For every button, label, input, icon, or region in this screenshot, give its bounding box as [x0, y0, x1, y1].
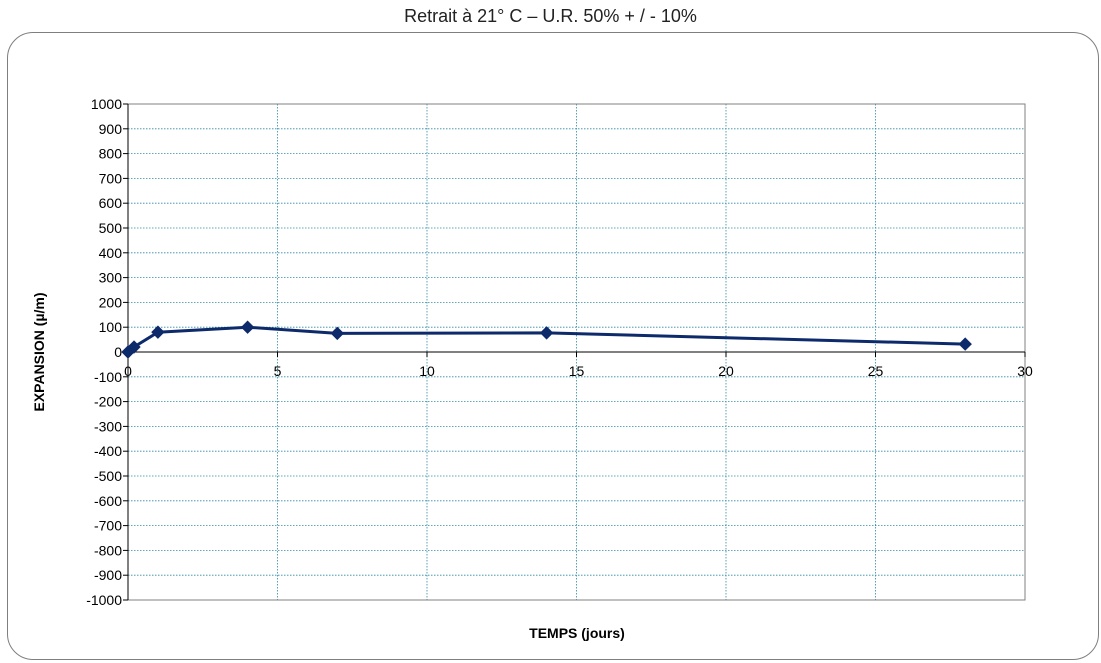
x-tick-label: 30: [1017, 363, 1033, 379]
y-tick-label: 100: [99, 319, 123, 335]
y-tick-label: 400: [99, 245, 123, 261]
y-tick-label: 700: [99, 170, 123, 186]
x-tick-label: 20: [718, 363, 734, 379]
data-point-marker: [539, 326, 554, 340]
data-point-marker: [127, 340, 141, 354]
y-tick-label: -700: [94, 518, 122, 534]
x-axis-title: TEMPS (jours): [529, 625, 625, 641]
y-tick-label: 800: [99, 146, 123, 162]
y-tick-label: -500: [94, 468, 122, 484]
y-tick-label: 0: [114, 344, 122, 360]
y-axis-title: EXPANSION (µ/m): [31, 292, 47, 411]
y-tick-label: -200: [94, 394, 122, 410]
data-point-marker: [958, 337, 972, 351]
y-tick-label: -800: [94, 542, 122, 558]
x-tick-label: 0: [124, 363, 132, 379]
y-tick-label: 500: [99, 220, 123, 236]
y-tick-label: 300: [99, 270, 123, 286]
y-tick-label: -900: [94, 567, 122, 583]
y-tick-label: 900: [99, 121, 123, 137]
y-tick-labels: 10009008007006005004003002001000-100-200…: [86, 96, 122, 608]
y-tick-label: -300: [94, 418, 122, 434]
x-tick-label: 15: [569, 363, 585, 379]
x-tick-label: 5: [274, 363, 282, 379]
x-tick-label: 10: [419, 363, 435, 379]
y-tick-label: -1000: [86, 592, 122, 608]
y-tick-label: 600: [99, 195, 123, 211]
data-point-marker: [240, 320, 255, 334]
chart-frame: [7, 32, 1099, 660]
y-tick-label: -400: [94, 443, 122, 459]
x-tick-label: 25: [868, 363, 884, 379]
data-point-marker: [151, 325, 165, 339]
data-markers: [121, 320, 972, 359]
chart-title: Retrait à 21° C – U.R. 50% + / - 10%: [404, 6, 697, 26]
y-tick-label: 200: [99, 294, 123, 310]
y-tick-label: -600: [94, 493, 122, 509]
data-point-marker: [330, 326, 345, 341]
x-tick-labels: 0 5 10 15 20 25 30: [124, 363, 1033, 379]
y-tick-label: 1000: [91, 96, 122, 112]
y-tick-label: -100: [94, 369, 122, 385]
